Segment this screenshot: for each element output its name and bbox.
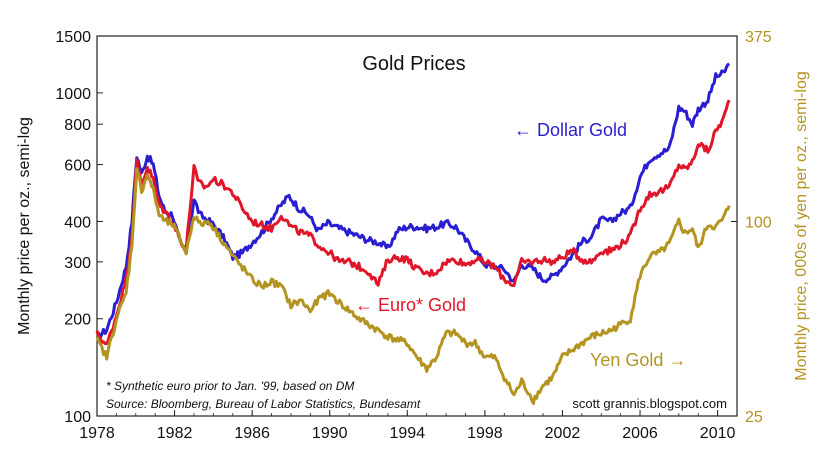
chart-title: Gold Prices — [362, 53, 465, 75]
series-line-yen-gold — [95, 167, 731, 405]
left-axis-tick-labels: 1500 1000 800 600 400 300 200 100 — [55, 29, 91, 426]
left-tick-label: 100 — [64, 409, 91, 426]
left-tick-label: 1500 — [55, 29, 91, 46]
series-line-euro-gold — [95, 99, 731, 346]
x-tick-label: 1982 — [157, 425, 193, 442]
x-tick-label: 2010 — [700, 425, 736, 442]
left-tick-label: 300 — [64, 255, 91, 272]
x-tick-label: 1994 — [390, 425, 426, 442]
x-tick-label: 1986 — [234, 425, 270, 442]
source-note: Source: Bloomberg, Bureau of Labor Stati… — [106, 397, 421, 411]
series-line-dollar-gold — [95, 62, 731, 340]
right-tick-label: 375 — [745, 29, 772, 46]
right-tick-label: 100 — [745, 214, 772, 231]
plot-frame — [96, 35, 738, 417]
right-axis-title: Monthly price, 000s of yen per oz., semi… — [793, 71, 810, 380]
left-axis-title: Monthly price per oz., semi-log — [16, 117, 33, 335]
left-tick-label: 1000 — [55, 86, 91, 103]
credit-text: scott grannis.blogspot.com — [572, 396, 727, 411]
x-axis-tick-labels: 1978 1982 1986 1990 1994 1998 2002 2006 2010 — [79, 425, 735, 442]
left-tick-label: 600 — [64, 158, 91, 175]
x-tick-label: 1978 — [79, 425, 115, 442]
x-tick-label: 2002 — [545, 425, 581, 442]
yen-gold-label: Yen Gold → — [590, 350, 686, 370]
x-tick-label: 1990 — [312, 425, 348, 442]
left-tick-label: 800 — [64, 117, 91, 134]
left-tick-label: 200 — [64, 312, 91, 329]
x-tick-label: 2006 — [622, 425, 658, 442]
dollar-gold-label: ← Dollar Gold — [514, 120, 627, 140]
euro-gold-label: ← Euro* Gold — [355, 295, 466, 315]
series-layer — [95, 62, 731, 405]
right-tick-label: 25 — [745, 409, 763, 426]
x-tick-label: 1998 — [467, 425, 503, 442]
footnote: * Synthetic euro prior to Jan. '99, base… — [106, 379, 354, 393]
left-tick-label: 400 — [64, 214, 91, 231]
right-axis-tick-labels: 375 100 25 — [745, 29, 772, 426]
